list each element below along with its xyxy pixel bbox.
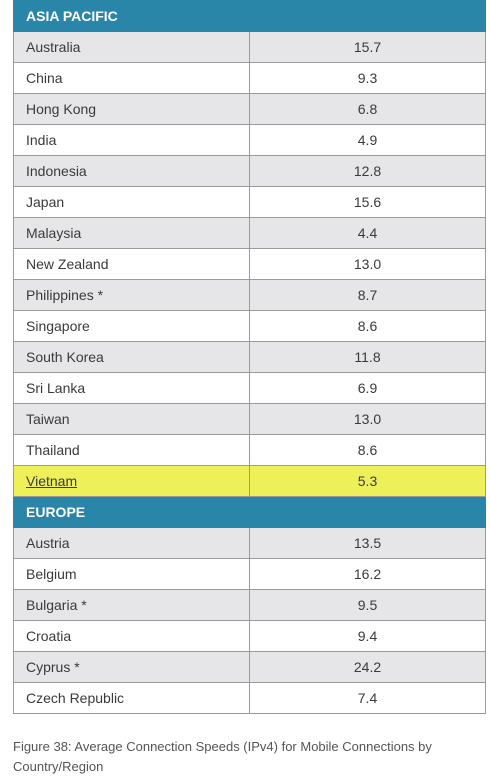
speed-cell: 6.9 <box>249 372 486 404</box>
speed-cell: 4.9 <box>249 124 486 156</box>
table-row: Czech Republic 7.4 <box>13 682 486 714</box>
connection-speed-table: ASIA PACIFIC Australia 15.7 China 9.3 Ho… <box>13 0 486 714</box>
speed-cell: 12.8 <box>249 155 486 187</box>
country-cell: Croatia <box>13 620 250 652</box>
speed-cell: 11.8 <box>249 341 486 373</box>
country-cell: Australia <box>13 31 250 63</box>
country-cell: Vietnam <box>13 465 250 497</box>
speed-cell: 9.5 <box>249 589 486 621</box>
table-row: Belgium 16.2 <box>13 558 486 590</box>
table-row: Cyprus * 24.2 <box>13 651 486 683</box>
country-cell: Thailand <box>13 434 250 466</box>
section-header-asia-pacific: ASIA PACIFIC <box>13 0 486 32</box>
country-cell: New Zealand <box>13 248 250 280</box>
table-row: China 9.3 <box>13 62 486 94</box>
table-row: Indonesia 12.8 <box>13 155 486 187</box>
table-row: South Korea 11.8 <box>13 341 486 373</box>
table-row-highlighted: Vietnam 5.3 <box>13 465 486 497</box>
country-cell: Indonesia <box>13 155 250 187</box>
table-body: ASIA PACIFIC Australia 15.7 China 9.3 Ho… <box>13 0 486 714</box>
speed-cell: 24.2 <box>249 651 486 683</box>
table-row: Croatia 9.4 <box>13 620 486 652</box>
country-cell: Japan <box>13 186 250 218</box>
table-row: Hong Kong 6.8 <box>13 93 486 125</box>
table-row: New Zealand 13.0 <box>13 248 486 280</box>
table-row: Sri Lanka 6.9 <box>13 372 486 404</box>
country-cell: India <box>13 124 250 156</box>
table-row: India 4.9 <box>13 124 486 156</box>
speed-cell: 16.2 <box>249 558 486 590</box>
speed-cell: 7.4 <box>249 682 486 714</box>
country-cell: Malaysia <box>13 217 250 249</box>
speed-cell: 8.7 <box>249 279 486 311</box>
speed-cell: 15.6 <box>249 186 486 218</box>
country-cell: Hong Kong <box>13 93 250 125</box>
table-row: Thailand 8.6 <box>13 434 486 466</box>
section-header-empty-cell <box>249 0 486 32</box>
table-row: Austria 13.5 <box>13 527 486 559</box>
country-cell: Singapore <box>13 310 250 342</box>
speed-cell: 8.6 <box>249 434 486 466</box>
country-cell: Philippines * <box>13 279 250 311</box>
speed-cell: 15.7 <box>249 31 486 63</box>
speed-cell: 13.0 <box>249 403 486 435</box>
speed-cell: 5.3 <box>249 465 486 497</box>
speed-cell: 13.0 <box>249 248 486 280</box>
country-cell: Czech Republic <box>13 682 250 714</box>
table-row: Singapore 8.6 <box>13 310 486 342</box>
speed-cell: 6.8 <box>249 93 486 125</box>
table-row: Bulgaria * 9.5 <box>13 589 486 621</box>
section-header-europe: EUROPE <box>13 496 486 528</box>
country-cell: Sri Lanka <box>13 372 250 404</box>
figure-caption: Figure 38: Average Connection Speeds (IP… <box>13 739 432 774</box>
table-row: Japan 15.6 <box>13 186 486 218</box>
table-row: Malaysia 4.4 <box>13 217 486 249</box>
country-cell: Belgium <box>13 558 250 590</box>
speed-cell: 13.5 <box>249 527 486 559</box>
section-title: EUROPE <box>13 496 250 528</box>
table-row: Philippines * 8.7 <box>13 279 486 311</box>
country-cell: Bulgaria * <box>13 589 250 621</box>
section-header-empty-cell <box>249 496 486 528</box>
country-cell: South Korea <box>13 341 250 373</box>
speed-cell: 9.3 <box>249 62 486 94</box>
country-cell: Taiwan <box>13 403 250 435</box>
country-cell: Cyprus * <box>13 651 250 683</box>
connection-speed-table-container: ASIA PACIFIC Australia 15.7 China 9.3 Ho… <box>13 0 486 714</box>
country-text-highlighted: Vietnam <box>26 473 78 489</box>
table-row: Australia 15.7 <box>13 31 486 63</box>
country-cell: Austria <box>13 527 250 559</box>
speed-cell: 8.6 <box>249 310 486 342</box>
country-cell: China <box>13 62 250 94</box>
table-row: Taiwan 13.0 <box>13 403 486 435</box>
section-title: ASIA PACIFIC <box>13 0 250 32</box>
speed-cell: 4.4 <box>249 217 486 249</box>
speed-cell: 9.4 <box>249 620 486 652</box>
